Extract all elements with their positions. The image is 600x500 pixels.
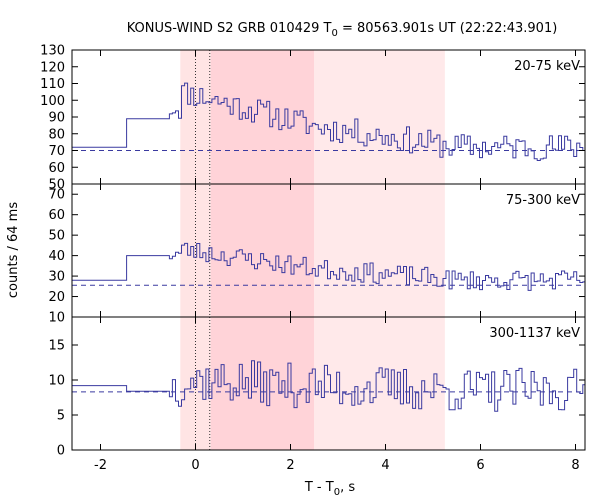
- panel-frame-2: [71, 316, 586, 451]
- y-tick-label-0: 60: [48, 161, 65, 176]
- y-tick-label-2: 5: [57, 409, 65, 424]
- y-tick-label-1: 20: [48, 290, 65, 305]
- y-tick-label-1: 40: [48, 249, 65, 264]
- y-axis-label: counts / 64 ms: [6, 202, 21, 298]
- panel-label-1: 75-300 keV: [506, 193, 580, 208]
- count-rate-series-0: [72, 82, 585, 161]
- panel-label-0: 20-75 keV: [514, 59, 580, 74]
- x-tick-label: 2: [286, 458, 294, 473]
- y-tick-label-0: 90: [48, 111, 65, 126]
- y-tick-label-2: 0: [57, 444, 65, 459]
- x-tick-label: 6: [476, 458, 484, 473]
- x-axis-label: T - T0, s: [304, 480, 355, 498]
- y-tick-label-0: 110: [40, 77, 65, 92]
- count-rate-series-1: [72, 242, 585, 291]
- y-tick-label-0: 120: [40, 60, 65, 75]
- y-tick-label-1: 50: [48, 229, 65, 244]
- y-tick-label-1: 60: [48, 208, 65, 223]
- y-tick-label-0: 130: [40, 44, 65, 59]
- shaded-interval-2: [314, 50, 445, 450]
- y-tick-label-1: 30: [48, 270, 65, 285]
- y-tick-label-1: 70: [48, 188, 65, 203]
- x-tick-label: -2: [94, 458, 107, 473]
- y-tick-label-0: 100: [40, 94, 65, 109]
- x-tick-label: 4: [381, 458, 389, 473]
- count-rate-series-2: [72, 360, 585, 412]
- y-tick-label-0: 70: [48, 144, 65, 159]
- y-tick-label-1: 10: [48, 311, 65, 326]
- x-tick-label: 0: [191, 458, 199, 473]
- shaded-interval-1: [210, 50, 315, 450]
- y-tick-label-0: 80: [48, 127, 65, 142]
- panel-label-2: 300-1137 keV: [489, 326, 580, 341]
- y-tick-label-2: 15: [48, 339, 65, 354]
- y-tick-label-0: 50: [48, 178, 65, 193]
- x-tick-label: 8: [571, 458, 579, 473]
- y-tick-label-2: 10: [48, 374, 65, 389]
- chart-title: KONUS-WIND S2 GRB 010429 T0 = 80563.901s…: [127, 21, 558, 39]
